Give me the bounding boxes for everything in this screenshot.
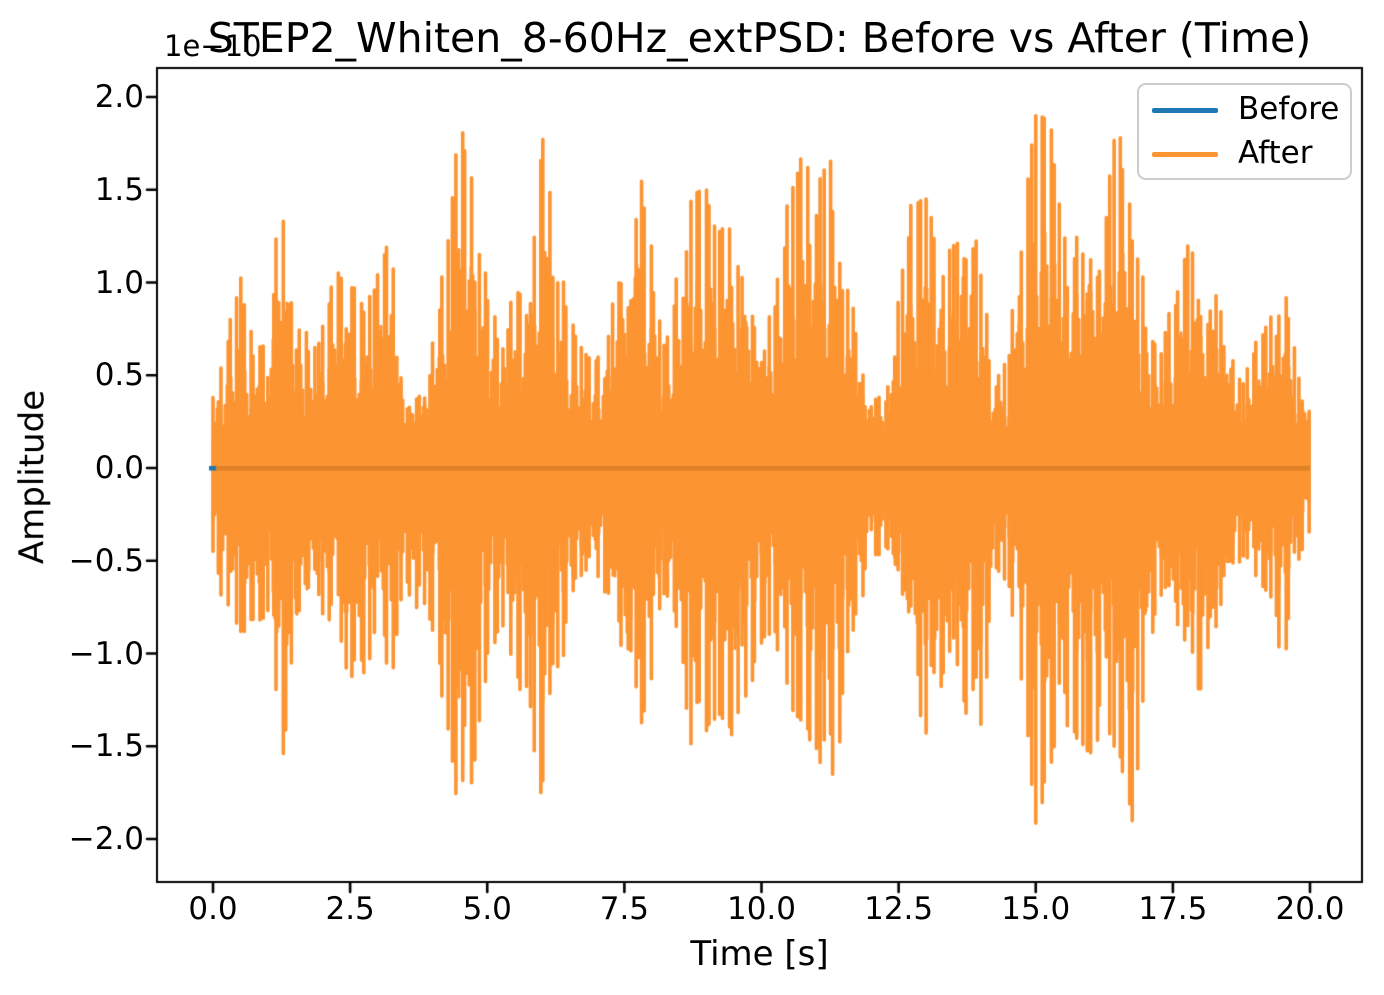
y-tick-label: 0.5: [94, 357, 144, 394]
x-tick-label: 7.5: [599, 891, 650, 927]
x-tick-label: 10.0: [726, 891, 797, 927]
legend-label-after: After: [1238, 135, 1313, 171]
x-tick-label: 12.5: [864, 891, 934, 927]
y-tick-label: −1.0: [68, 635, 144, 672]
x-tick-label: 5.0: [462, 891, 512, 927]
legend-label-before: Before: [1238, 91, 1340, 127]
x-tick-label: 2.5: [325, 891, 375, 927]
y-tick-label: −0.5: [68, 542, 144, 579]
chart-title: STEP2_Whiten_8-60Hz_extPSD: Before vs Af…: [207, 14, 1312, 62]
y-tick-label: −2.0: [68, 821, 144, 857]
x-tick-label: 0.0: [188, 891, 238, 927]
y-tick-label: 2.0: [94, 79, 144, 115]
y-axis-offset-text: 1e−10: [164, 29, 262, 63]
y-tick-label: −1.5: [68, 728, 144, 765]
legend-line-before: [1152, 108, 1218, 113]
legend-line-after: [1152, 152, 1218, 157]
legend: Before After: [1137, 83, 1352, 180]
y-tick-label: 1.5: [94, 171, 144, 208]
y-tick-label: 1.0: [94, 264, 144, 301]
x-tick-label: 15.0: [1001, 891, 1071, 927]
x-tick-label: 20.0: [1275, 891, 1345, 927]
y-tick-label: 0.0: [94, 450, 144, 486]
x-tick-label: 17.5: [1138, 891, 1208, 927]
x-axis-label: Time [s]: [690, 934, 829, 974]
